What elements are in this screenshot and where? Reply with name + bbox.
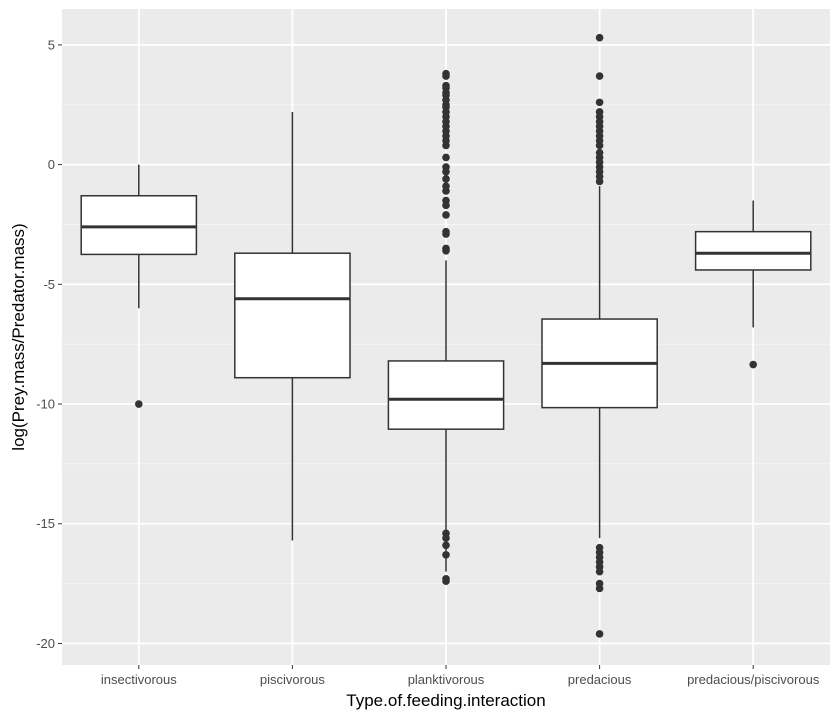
- y-tick-label: -20: [36, 636, 55, 651]
- y-tick-label: 0: [48, 157, 55, 172]
- box: [234, 252, 351, 379]
- outlier-point: [442, 175, 450, 183]
- outlier-point: [442, 577, 450, 586]
- outlier-point: [595, 33, 604, 42]
- y-tick-label: -10: [36, 397, 55, 412]
- box: [387, 360, 505, 430]
- outlier-point: [442, 168, 450, 176]
- outlier-point: [595, 141, 604, 150]
- box-group: [541, 33, 658, 638]
- outlier-point: [595, 98, 604, 107]
- outlier-point: [442, 230, 450, 238]
- outlier-point: [442, 141, 450, 150]
- outlier-point: [595, 630, 604, 638]
- outlier-point: [442, 187, 450, 195]
- outlier-point: [595, 177, 604, 186]
- x-tick-label: piscivorous: [260, 672, 326, 687]
- outlier-point: [442, 247, 450, 255]
- y-axis-ticks: 5 0 -5 -10 -15 -20: [36, 37, 62, 651]
- box-group: [234, 111, 351, 541]
- x-tick-label: planktivorous: [408, 672, 485, 687]
- x-tick-label: predacious/piscivorous: [687, 672, 820, 687]
- y-tick-label: -15: [36, 516, 55, 531]
- outlier-point: [442, 72, 450, 80]
- outlier-point: [442, 211, 450, 219]
- box-group: [80, 164, 198, 408]
- y-tick-label: 5: [48, 37, 55, 52]
- outlier-point: [442, 551, 450, 559]
- x-axis-ticks: insectivorous piscivorous planktivorous pre…: [101, 665, 820, 687]
- outlier-point: [442, 201, 450, 210]
- x-axis-title: Type.of.feeding.interaction: [346, 691, 545, 710]
- y-axis-title: log(Prey.mass/Predator.mass): [9, 223, 28, 450]
- box: [80, 194, 198, 256]
- outlier-point: [442, 541, 450, 550]
- outlier-point: [595, 584, 604, 593]
- outlier-point: [749, 360, 757, 369]
- outlier-point: [135, 400, 143, 408]
- box: [694, 230, 812, 271]
- outlier-point: [595, 72, 604, 80]
- outlier-point: [595, 567, 604, 576]
- box-series: [80, 33, 812, 638]
- box-group: [387, 69, 505, 586]
- y-tick-label: -5: [43, 277, 55, 292]
- outlier-point: [442, 534, 450, 542]
- x-tick-label: predacious: [568, 672, 632, 687]
- x-tick-label: insectivorous: [101, 672, 177, 687]
- outlier-point: [442, 153, 450, 162]
- box-group: [694, 200, 812, 369]
